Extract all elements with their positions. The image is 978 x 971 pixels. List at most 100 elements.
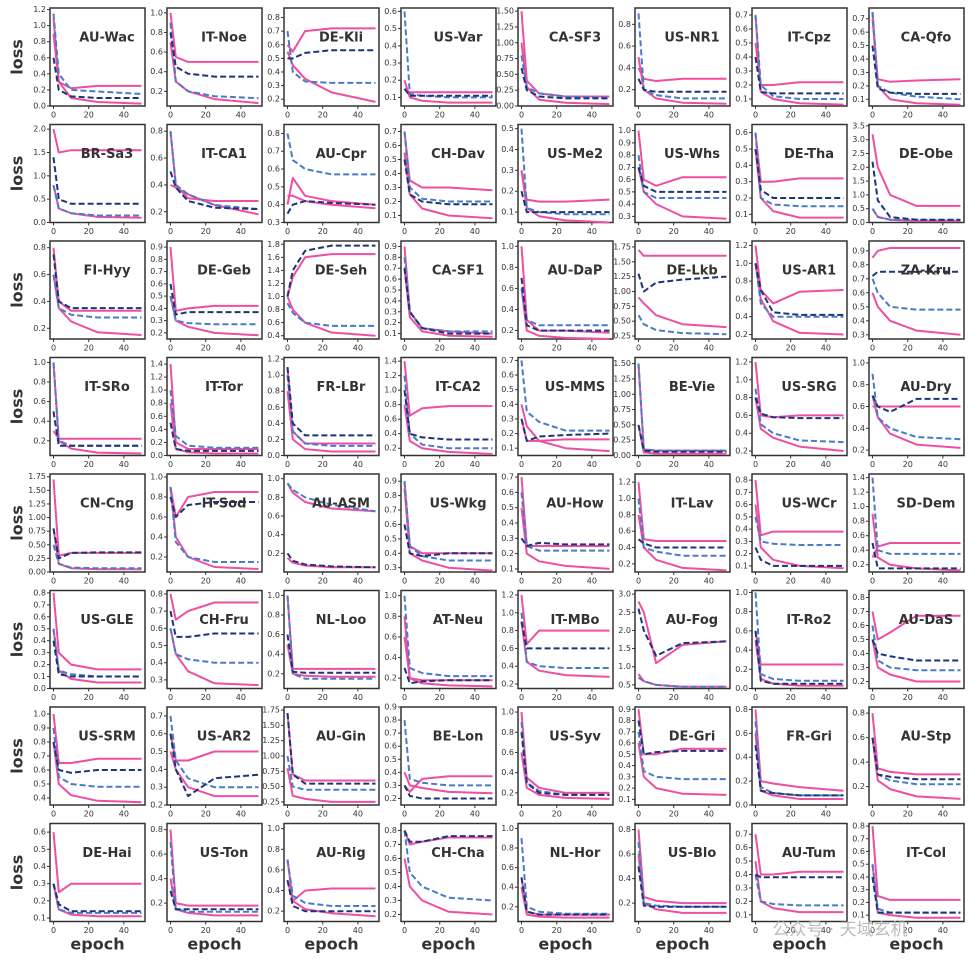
loss-line — [520, 190, 610, 214]
loss-line — [520, 492, 610, 552]
x-tick-label: 40 — [470, 926, 480, 935]
y-tick-label: 0.4 — [735, 53, 748, 62]
panel: 0.2 0.4 0.6 0.8 1.0 1.2 0 20 40 US-SRG — [735, 356, 848, 469]
loss-line — [52, 184, 142, 217]
x-tick-label: 0 — [51, 227, 56, 236]
x-tick-label: 40 — [587, 810, 597, 819]
x-tick-label: 40 — [938, 926, 948, 935]
loss-line — [169, 295, 259, 337]
y-tick-label: 0.2 — [501, 788, 514, 797]
loss-line — [286, 177, 376, 206]
y-tick-label: 0.4 — [150, 67, 163, 76]
y-tick-label: 0.25 — [613, 332, 631, 341]
y-tick-label: 0.4 — [852, 316, 865, 325]
y-tick-label: 0.1 — [501, 444, 514, 453]
y-tick-label: 0.2 — [150, 899, 163, 908]
y-tick-label: 0.4 — [618, 761, 631, 770]
y-tick-label: 1.0 — [150, 8, 163, 17]
plot-area — [751, 7, 848, 107]
y-tick-label: 0.4 — [501, 662, 514, 671]
loss-line — [637, 841, 727, 908]
y-tick-label: 0.6 — [618, 175, 631, 184]
x-tick-label: 0 — [168, 577, 173, 586]
loss-line — [52, 832, 142, 894]
y-tick-label: 0.6 — [735, 411, 748, 420]
x-tick-label: 40 — [353, 460, 363, 469]
x-tick-label: 40 — [470, 810, 480, 819]
x-tick-label: 0 — [285, 227, 290, 236]
y-tick-label: 1.00 — [496, 38, 514, 47]
y-tick-label: 0.3 — [150, 783, 163, 792]
y-tick-label: 1.00 — [613, 390, 631, 399]
y-tick-label: 1.25 — [613, 374, 631, 383]
y-tick-label: 0.1 — [33, 914, 46, 923]
y-tick-label: 0.2 — [852, 898, 865, 907]
loss-line — [520, 752, 610, 800]
loss-line — [403, 404, 493, 455]
y-tick-label: 0.7 — [384, 840, 397, 849]
y-tick-label: 0.6 — [384, 854, 397, 863]
y-tick-label: 1.0 — [501, 708, 514, 717]
x-tick-label: 20 — [786, 693, 796, 702]
x-tick-label: 40 — [821, 926, 831, 935]
x-tick-label: 0 — [753, 926, 758, 935]
loss-line — [520, 418, 610, 442]
panel-title: IT-CA1 — [201, 147, 247, 162]
x-tick-label: 0 — [168, 344, 173, 353]
loss-line — [286, 755, 376, 791]
loss-line — [403, 595, 493, 678]
loss-line — [403, 79, 493, 104]
y-tick-label: 0.8 — [618, 510, 631, 519]
x-tick-label: 20 — [552, 693, 562, 702]
y-tick-label: 1.0 — [150, 386, 163, 395]
y-tick-label: 1.0 — [267, 824, 280, 833]
y-tick-label: 1.5 — [33, 148, 46, 157]
y-tick-label: 0.5 — [150, 747, 163, 756]
plot-area — [634, 123, 731, 224]
x-tick-label: 20 — [903, 577, 913, 586]
plot-area — [634, 706, 731, 806]
panel-title: CH-Fru — [199, 613, 249, 628]
y-tick-label: 0.2 — [735, 549, 748, 558]
loss-line — [169, 733, 259, 798]
y-tick-label: 0.8 — [267, 387, 280, 396]
loss-line — [871, 247, 961, 259]
y-tick-label: 0.7 — [267, 27, 280, 36]
panel-title: US-Me2 — [547, 147, 603, 162]
panel: 0.2 0.4 0.6 0.8 1.0 0 20 40 US-Syv — [501, 706, 614, 819]
y-tick-label: 0.0 — [267, 451, 280, 460]
x-tick-label: 0 — [51, 577, 56, 586]
panel: 0.3 0.4 0.5 0.6 0.7 0.8 0.9 0 20 40 ZA-Kru — [852, 240, 965, 353]
y-tick-label: 0.25 — [28, 554, 46, 563]
x-tick-label: 20 — [84, 460, 94, 469]
y-tick-label: 1.0 — [735, 588, 748, 597]
x-tick-label: 20 — [552, 227, 562, 236]
y-tick-label: 1.5 — [852, 177, 865, 186]
x-tick-label: 40 — [587, 693, 597, 702]
plot-area — [49, 473, 146, 573]
loss-line — [637, 600, 727, 665]
y-tick-label: 0.4 — [267, 650, 280, 659]
panel: 0.1 0.2 0.3 0.40.5 0.6 0.7 0.8 0.9 0 20 40 CA-SF1 — [384, 240, 497, 353]
y-tick-label: 0.8 — [852, 380, 865, 389]
plot-area — [634, 473, 731, 573]
y-tick-label: 0.0 — [33, 684, 46, 693]
x-tick-label: 0 — [168, 810, 173, 819]
x-tick-label: 40 — [938, 693, 948, 702]
plot-area — [283, 7, 380, 107]
x-tick-label: 20 — [318, 926, 328, 935]
x-tick-label: 0 — [870, 111, 875, 120]
x-tick-label: 0 — [402, 577, 407, 586]
y-tick-label: 0.3 — [501, 534, 514, 543]
x-tick-label: 0 — [519, 227, 524, 236]
y-tick-label: 0.2 — [150, 328, 163, 337]
panel-title: IT-MBo — [551, 613, 600, 628]
y-tick-label: 0.7 — [33, 600, 46, 609]
loss-line — [403, 858, 493, 916]
y-tick-label: 1.0 — [501, 824, 514, 833]
plot-area — [751, 356, 848, 457]
panel-title: NL-Hor — [550, 846, 601, 861]
y-tick-label: 0.5 — [618, 187, 631, 196]
panel-title: US-AR1 — [782, 264, 836, 279]
panel: 0.2 0.3 0.4 0.5 0.6 0.7 0.8 0.9 0 20 40 DE-Geb — [150, 240, 263, 353]
